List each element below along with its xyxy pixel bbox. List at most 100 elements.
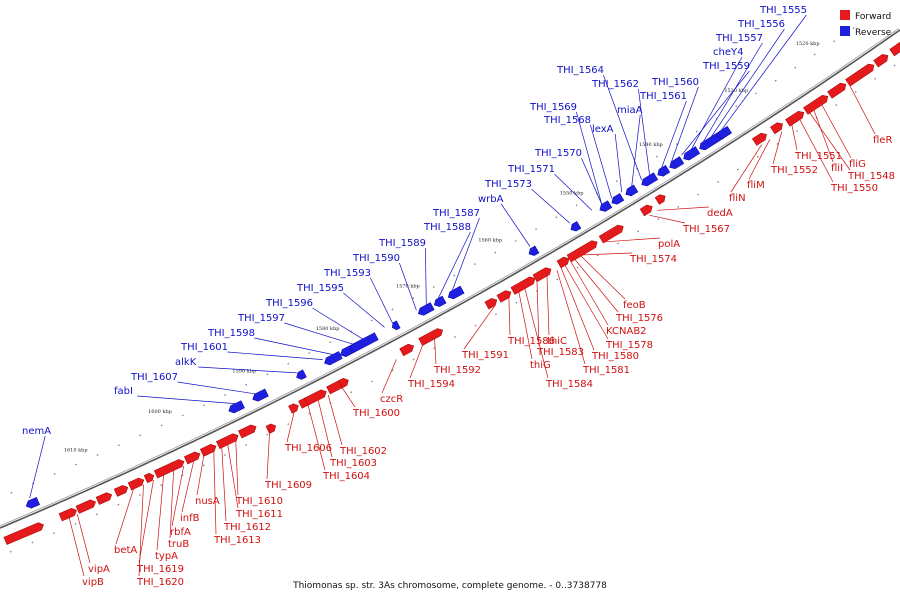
forward-gene-label: THI_1619 — [136, 564, 184, 575]
forward-gene-label: vipB — [82, 577, 104, 588]
forward-leader-line — [536, 281, 540, 347]
forward-leader-line — [657, 206, 710, 211]
legend: Forward Reverse — [840, 10, 892, 38]
forward-gene — [751, 132, 767, 146]
reverse-leader-line — [227, 351, 323, 360]
reverse-gene — [625, 184, 639, 197]
reverse-gene-label: THI_1601 — [180, 342, 228, 353]
forward-gene-label: THI_1580 — [591, 351, 639, 362]
reverse-gene — [570, 221, 582, 232]
reverse-leader-line — [137, 395, 236, 404]
forward-leader-line — [341, 387, 356, 408]
forward-gene-label: nusA — [195, 496, 220, 507]
forward-leader-line — [286, 412, 295, 443]
forward-gene-label: THI_1620 — [136, 577, 184, 588]
reverse-leader-line — [691, 56, 743, 150]
forward-gene — [566, 240, 598, 263]
forward-gene — [889, 40, 900, 57]
forward-gene-label: THI_1612 — [223, 522, 271, 533]
reverse-gene-label: THI_1571 — [507, 164, 555, 175]
reverse-gene — [599, 200, 613, 212]
forward-gene-label: THI_1611 — [235, 509, 283, 520]
forward-gene-label: THI_1578 — [605, 340, 653, 351]
reverse-gene — [296, 369, 307, 380]
forward-gene-label: rbfA — [170, 527, 191, 538]
forward-leader-line — [463, 305, 496, 350]
reverse-gene — [641, 172, 659, 187]
forward-gene-label: THI_1603 — [329, 458, 377, 469]
forward-leader-line — [570, 261, 609, 326]
forward-gene — [639, 204, 653, 217]
reverse-leader-line — [343, 292, 385, 328]
forward-gene-label: fliG — [849, 159, 866, 170]
reverse-gene — [252, 388, 269, 402]
forward-leader-line — [235, 440, 239, 496]
forward-gene — [95, 492, 113, 505]
reverse-leader-line — [437, 231, 471, 299]
forward-leader-line — [213, 451, 217, 535]
reverse-gene-label: THI_1562 — [591, 79, 639, 90]
forward-gene — [3, 522, 44, 545]
forward-leader-line — [327, 394, 343, 446]
forward-leader-line — [649, 214, 686, 224]
forward-gene — [827, 82, 847, 99]
forward-gene — [399, 343, 414, 357]
reverse-leader-line — [590, 124, 613, 199]
reverse-gene-label: alkK — [175, 357, 197, 368]
forward-leader-line — [518, 292, 533, 360]
forward-leader-line — [583, 252, 633, 256]
forward-gene — [510, 276, 536, 295]
reverse-leader-line — [370, 277, 393, 324]
forward-gene — [265, 423, 277, 434]
forward-gene-label: thiC — [547, 336, 567, 347]
reverse-leader-line — [581, 157, 603, 205]
reverse-leader-line — [576, 111, 603, 205]
kbp-ticks: 1520 kbp 1530 kbp 1540 kbp 1550 kbp 1560 kbp… — [64, 41, 820, 454]
reverse-gene — [392, 320, 401, 331]
forward-gene — [238, 424, 257, 439]
reverse-leader-line — [711, 28, 785, 137]
tick-label: 1560 kbp — [478, 238, 502, 244]
forward-leader-line — [381, 359, 397, 394]
tick-label: 1600 kbp — [148, 409, 172, 415]
forward-leader-line — [307, 405, 326, 471]
forward-gene — [58, 507, 77, 522]
forward-gene-label: czcR — [380, 394, 403, 405]
forward-gene — [143, 472, 155, 484]
forward-gene — [199, 443, 217, 457]
reverse-gene — [228, 400, 245, 414]
chromosome-backbone — [0, 6, 900, 553]
forward-leader-line — [169, 470, 174, 539]
forward-leader-line — [748, 139, 771, 180]
forward-gene — [418, 328, 444, 346]
legend-forward-swatch — [840, 10, 850, 20]
genome-caption: Thiomonas sp. str. 3As chromosome, compl… — [292, 581, 607, 591]
reverse-leader-line — [198, 366, 297, 374]
forward-gene-label: THI_1609 — [264, 480, 312, 491]
reverse-gene-label: THI_1557 — [715, 33, 763, 44]
forward-leader-line — [821, 104, 852, 159]
forward-leader-line — [560, 267, 595, 351]
forward-gene — [288, 403, 299, 414]
reverse-leader-line — [661, 100, 687, 168]
forward-gene-label: fleR — [873, 135, 892, 146]
legend-reverse-swatch — [840, 26, 850, 36]
reverse-gene-label: THI_1607 — [130, 372, 178, 383]
reverse-gene-label: nemA — [22, 426, 51, 437]
reverse-gene-label: THI_1568 — [543, 115, 591, 126]
forward-gene-label: vipA — [88, 564, 110, 575]
forward-gene — [113, 485, 129, 497]
reverse-leader-line — [614, 133, 623, 193]
reverse-gene-label: THI_1555 — [759, 5, 807, 16]
reverse-gene — [683, 146, 701, 161]
forward-gene-label: THI_1606 — [284, 443, 332, 454]
forward-gene — [153, 459, 185, 479]
forward-gene-label: THI_1550 — [830, 183, 878, 194]
reverse-leader-line — [399, 262, 417, 311]
forward-leader-line — [524, 288, 549, 379]
forward-leader-line — [772, 131, 783, 165]
reverse-leader-line — [721, 14, 807, 131]
reverse-gene-label: THI_1596 — [265, 298, 313, 309]
